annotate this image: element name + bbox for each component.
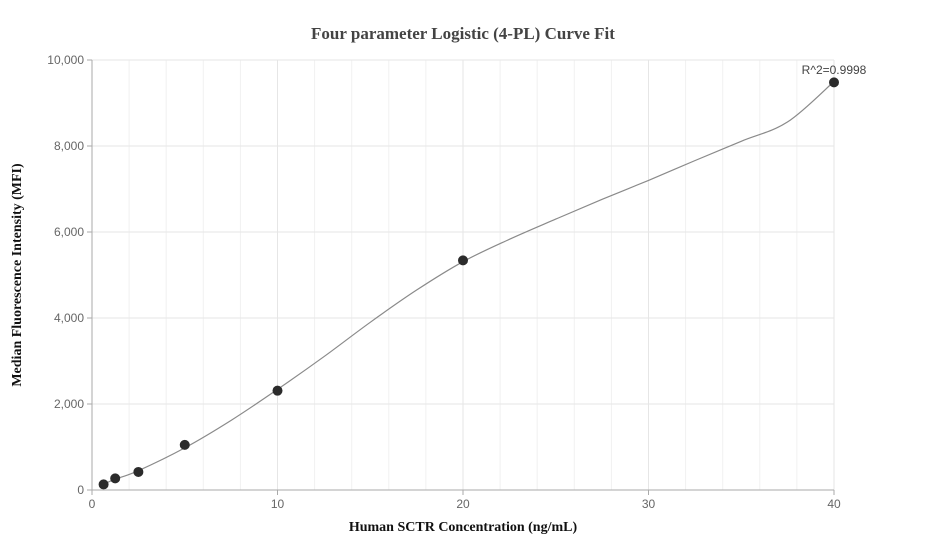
data-point (458, 255, 468, 266)
axes (87, 59, 835, 495)
data-point (829, 77, 839, 88)
chart-title: Four parameter Logistic (4-PL) Curve Fit (311, 24, 615, 43)
y-tick-label: 6,000 (54, 225, 84, 239)
data-point (110, 473, 121, 484)
x-tick-label: 30 (642, 497, 656, 511)
y-tick-label: 8,000 (54, 139, 84, 153)
y-tick-label: 4,000 (54, 311, 84, 325)
tick-labels: 0 10 20 30 40 0 2,000 4,000 6,000 8,000 10,000 (47, 53, 841, 511)
x-tick-label: 40 (827, 497, 841, 511)
grid-major (92, 59, 835, 490)
grid-minor (128, 60, 798, 490)
y-tick-label: 2,000 (54, 397, 84, 411)
y-tick-label: 10,000 (47, 53, 84, 67)
x-axis-label: Human SCTR Concentration (ng/mL) (349, 520, 578, 535)
x-tick-label: 10 (271, 497, 285, 511)
data-point (179, 439, 190, 450)
fit-curve-layer (103, 81, 835, 485)
y-axis-label: Median Fluorescence Intensity (MFI) (10, 163, 25, 387)
data-points-layer (98, 77, 839, 490)
data-point (133, 466, 144, 477)
x-tick-label: 0 (89, 497, 96, 511)
fit-curve (103, 81, 835, 485)
r-squared-annotation: R^2=0.9998 (802, 63, 867, 77)
x-tick-label: 20 (456, 497, 470, 511)
data-point (272, 385, 283, 396)
y-tick-label: 0 (77, 483, 84, 497)
data-point (98, 479, 109, 490)
